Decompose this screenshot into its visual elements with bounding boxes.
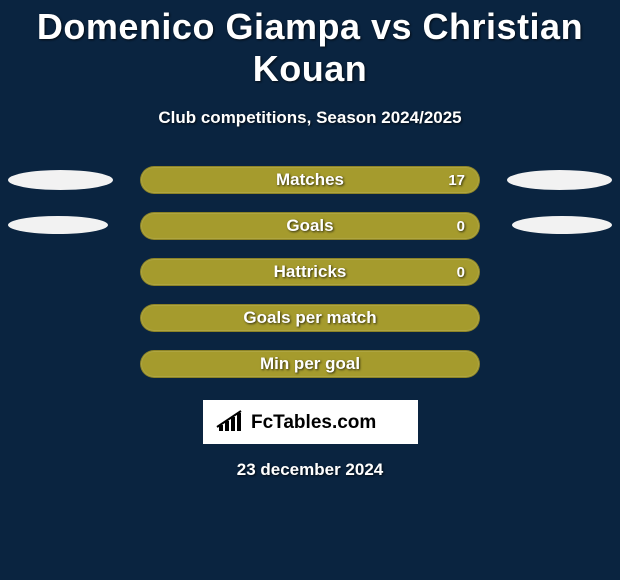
bar-label: Min per goal (260, 354, 360, 374)
ellipse-left (8, 216, 108, 234)
fctables-logo-icon: FcTables.com (213, 407, 408, 437)
stat-bar: Hattricks 0 (140, 258, 480, 286)
bar-label: Hattricks (274, 262, 347, 282)
stat-bar: Min per goal (140, 350, 480, 378)
bar-value: 0 (457, 264, 465, 281)
stat-bar: Goals per match (140, 304, 480, 332)
logo-box: FcTables.com (203, 400, 418, 444)
ellipse-left (8, 170, 113, 190)
bar-value: 0 (457, 218, 465, 235)
subtitle: Club competitions, Season 2024/2025 (0, 108, 620, 128)
bar-label: Goals (286, 216, 333, 236)
bar-row: Goals per match (0, 304, 620, 332)
bar-row: Hattricks 0 (0, 258, 620, 286)
logo-text: FcTables.com (251, 412, 376, 433)
comparison-bars: Matches 17 Goals 0 Hattricks 0 Goals per match… (0, 166, 620, 378)
bar-label: Matches (276, 170, 344, 190)
ellipse-right (512, 216, 612, 234)
stat-bar: Goals 0 (140, 212, 480, 240)
bar-label: Goals per match (243, 308, 376, 328)
bar-value: 17 (448, 172, 465, 189)
bar-row: Min per goal (0, 350, 620, 378)
ellipse-right (507, 170, 612, 190)
date-label: 23 december 2024 (0, 460, 620, 480)
stat-bar: Matches 17 (140, 166, 480, 194)
bar-row: Goals 0 (0, 212, 620, 240)
page-title: Domenico Giampa vs Christian Kouan (0, 0, 620, 90)
bar-row: Matches 17 (0, 166, 620, 194)
